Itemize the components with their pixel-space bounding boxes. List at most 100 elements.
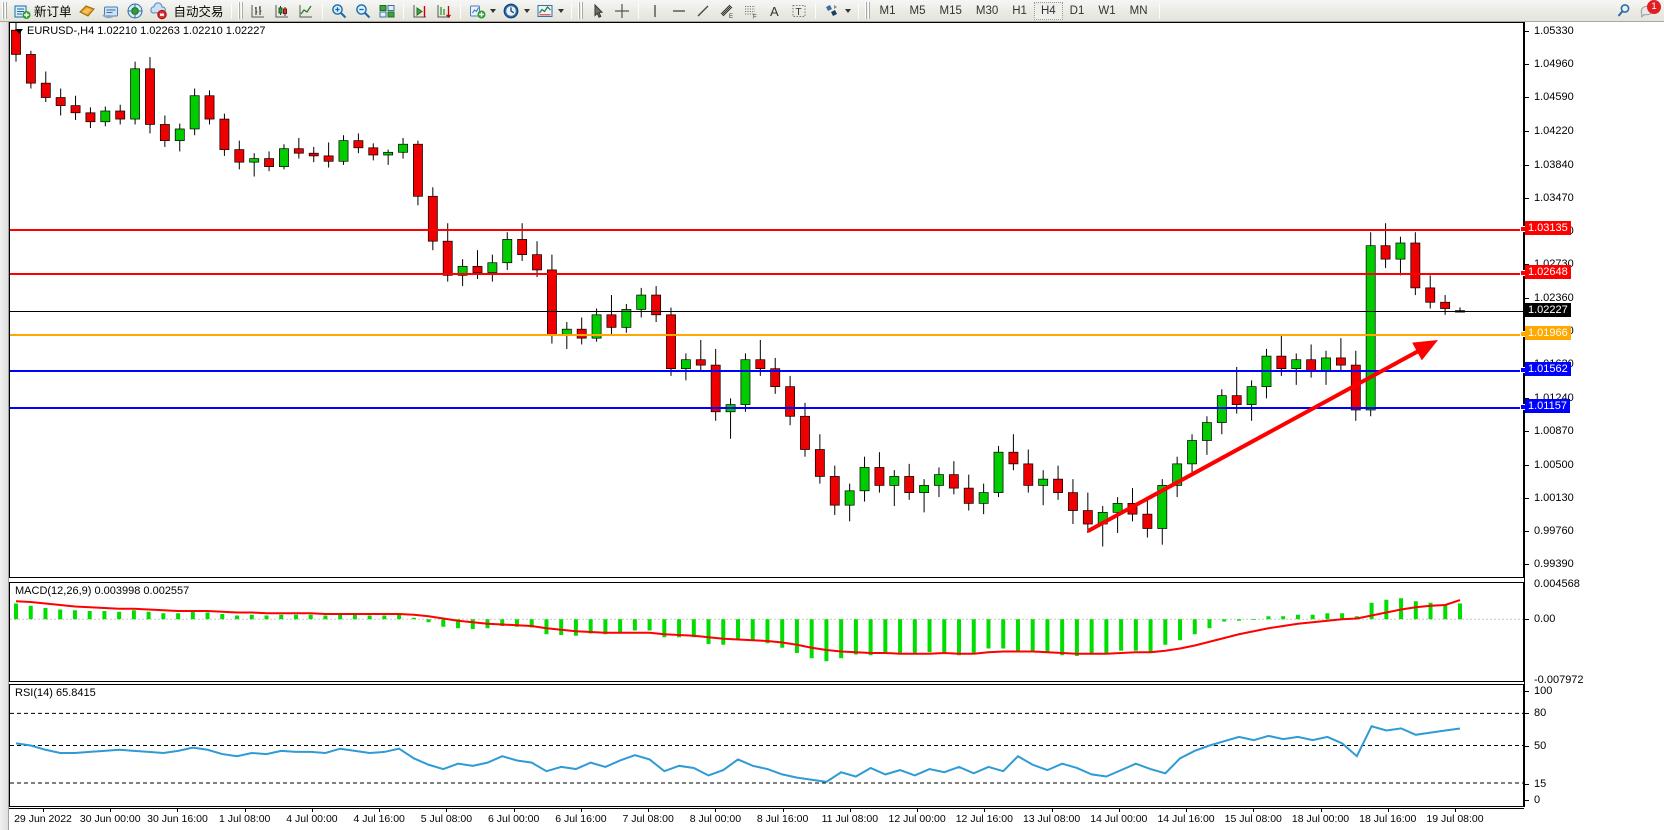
toolbar-grip[interactable] xyxy=(2,2,8,19)
candle-body xyxy=(189,95,200,130)
auto-scroll-button[interactable] xyxy=(432,1,456,21)
tile-windows-button[interactable] xyxy=(375,1,399,21)
zoom-out-button[interactable] xyxy=(351,1,375,21)
price-axis[interactable]: 1.05330 1.04960 1.04590 1.04220 1.03840 1.034… xyxy=(1524,22,1664,807)
bar-chart-button[interactable] xyxy=(246,1,270,21)
time-axis-label: 18 Jul 16:00 xyxy=(1359,813,1417,825)
candle-body xyxy=(427,195,438,242)
candle-body xyxy=(934,474,944,486)
vertical-scrollbar[interactable] xyxy=(0,22,9,830)
candle-body xyxy=(204,95,215,120)
vline-button[interactable] xyxy=(643,1,667,21)
shapes-dropdown-arrow[interactable] xyxy=(844,8,851,13)
period-dropdown-arrow[interactable] xyxy=(523,8,530,13)
candle-body xyxy=(323,155,334,162)
navigator-button[interactable] xyxy=(123,1,147,21)
timeframe-m30[interactable]: M30 xyxy=(975,4,999,17)
templates-dropdown-arrow[interactable] xyxy=(557,8,564,13)
indicators-button[interactable] xyxy=(465,1,499,21)
expert-advisor-button[interactable] xyxy=(75,1,99,21)
timeframe-w1[interactable]: W1 xyxy=(1098,4,1116,17)
toolbar-separator-1 xyxy=(230,2,232,19)
symbol-ohlc-label: EURUSD-,H4 1.02210 1.02263 1.02210 1.022… xyxy=(27,25,266,37)
price-tag-support: 1.01157 xyxy=(1525,398,1570,413)
time-axis-label: 4 Jul 00:00 xyxy=(286,813,338,825)
time-axis-label: 19 Jul 08:00 xyxy=(1426,813,1484,825)
chart-symbol-header[interactable]: EURUSD-,H4 1.02210 1.02263 1.02210 1.022… xyxy=(15,25,266,37)
alerts-button[interactable]: 1 xyxy=(1636,0,1661,21)
time-axis-tick xyxy=(715,809,717,812)
rsi-title: RSI(14) 65.8415 xyxy=(15,687,96,699)
market-watch-button[interactable] xyxy=(147,1,171,21)
fibo-button[interactable]: F xyxy=(739,1,763,21)
search-button[interactable] xyxy=(1612,1,1636,21)
price-axis-tick xyxy=(1525,97,1529,99)
price-axis-tick xyxy=(1525,64,1529,66)
candle-body xyxy=(70,105,81,114)
candle-body xyxy=(1335,357,1346,366)
toolbar-grip-3[interactable] xyxy=(577,2,584,19)
timeframe-h4[interactable]: H4 xyxy=(1033,1,1063,20)
timeframe-m15[interactable]: M15 xyxy=(939,4,962,17)
timeframe-mn[interactable]: MN xyxy=(1129,4,1148,17)
text-button[interactable]: A xyxy=(763,1,787,21)
autotrading-button[interactable]: 自动交易 xyxy=(171,1,227,21)
candle-body xyxy=(800,415,810,450)
candle-body xyxy=(1425,287,1436,303)
timeframe-h1[interactable]: H1 xyxy=(1012,4,1027,17)
price-axis-label: 1.00130 xyxy=(1534,491,1574,504)
rsi-plot xyxy=(10,712,1523,784)
cursor-button[interactable] xyxy=(586,1,610,21)
expert-advisor-icon xyxy=(78,4,95,17)
price-axis-tick xyxy=(1525,30,1529,32)
timeframe-d1[interactable]: D1 xyxy=(1069,4,1085,17)
crosshair-button[interactable] xyxy=(610,1,634,21)
time-axis-tick xyxy=(1320,809,1322,812)
line-chart-button[interactable] xyxy=(294,1,318,21)
toolbar-grip-2[interactable] xyxy=(237,2,244,19)
price-pane[interactable]: EURUSD-,H4 1.02210 1.02263 1.02210 1.022… xyxy=(9,22,1526,578)
macd-pane[interactable]: MACD(12,26,9) 0.003998 0.002557 xyxy=(9,582,1524,682)
candlestick-chart-button[interactable] xyxy=(270,1,294,21)
candle-body xyxy=(680,359,691,370)
indicators-dropdown-arrow[interactable] xyxy=(489,8,496,13)
hline-button[interactable] xyxy=(667,1,691,21)
candle-body xyxy=(1246,386,1257,405)
price-tag-resistance: 1.03135 xyxy=(1525,221,1571,236)
templates-button[interactable] xyxy=(533,1,567,21)
new-order-button[interactable]: 新订单 xyxy=(10,1,75,21)
time-axis-label: 4 Jul 16:00 xyxy=(353,813,405,825)
price-axis-label: 0.99760 xyxy=(1534,525,1574,538)
data-window-button[interactable] xyxy=(99,1,123,21)
macd-signal-line xyxy=(15,599,1461,655)
rsi-pane[interactable]: RSI(14) 65.8415 xyxy=(9,684,1524,807)
timeframe-m5[interactable]: M5 xyxy=(909,4,926,17)
price-axis-tick xyxy=(1525,531,1529,533)
trendline-button[interactable] xyxy=(691,1,715,21)
time-axis-tick xyxy=(110,809,112,812)
shapes-icon xyxy=(825,4,837,16)
toolbar-separator-7 xyxy=(814,2,816,19)
price-axis-label: 1.00870 xyxy=(1534,425,1574,438)
macd-plot xyxy=(10,598,1523,662)
indicators-icon xyxy=(469,5,486,18)
svg-text:E: E xyxy=(729,14,733,20)
rsi-axis-label: 15 xyxy=(1534,777,1547,790)
time-axis-label: 14 Jul 00:00 xyxy=(1090,813,1148,825)
time-axis-tick xyxy=(1253,809,1255,812)
equidistant-channel-button[interactable]: E xyxy=(715,1,739,21)
candle-body xyxy=(1321,357,1331,371)
shift-end-button[interactable] xyxy=(408,1,432,21)
toolbar-grip-4[interactable] xyxy=(864,2,871,19)
time-axis-label: 12 Jul 00:00 xyxy=(888,813,946,825)
candle-body xyxy=(1038,478,1049,486)
time-axis[interactable]: 29 Jun 2022 30 Jun 00:00 30 Jun 16:00 1 Jul… xyxy=(9,808,1524,830)
chart-menu-caret-icon[interactable] xyxy=(15,28,23,34)
timeframe-m1[interactable]: M1 xyxy=(879,4,896,17)
text-label-button[interactable]: T xyxy=(787,1,811,21)
zoom-in-button[interactable] xyxy=(327,1,351,21)
time-axis-tick xyxy=(379,809,381,812)
shapes-button[interactable] xyxy=(820,1,854,21)
period-button[interactable] xyxy=(499,1,533,21)
period-clock-icon xyxy=(503,3,518,18)
